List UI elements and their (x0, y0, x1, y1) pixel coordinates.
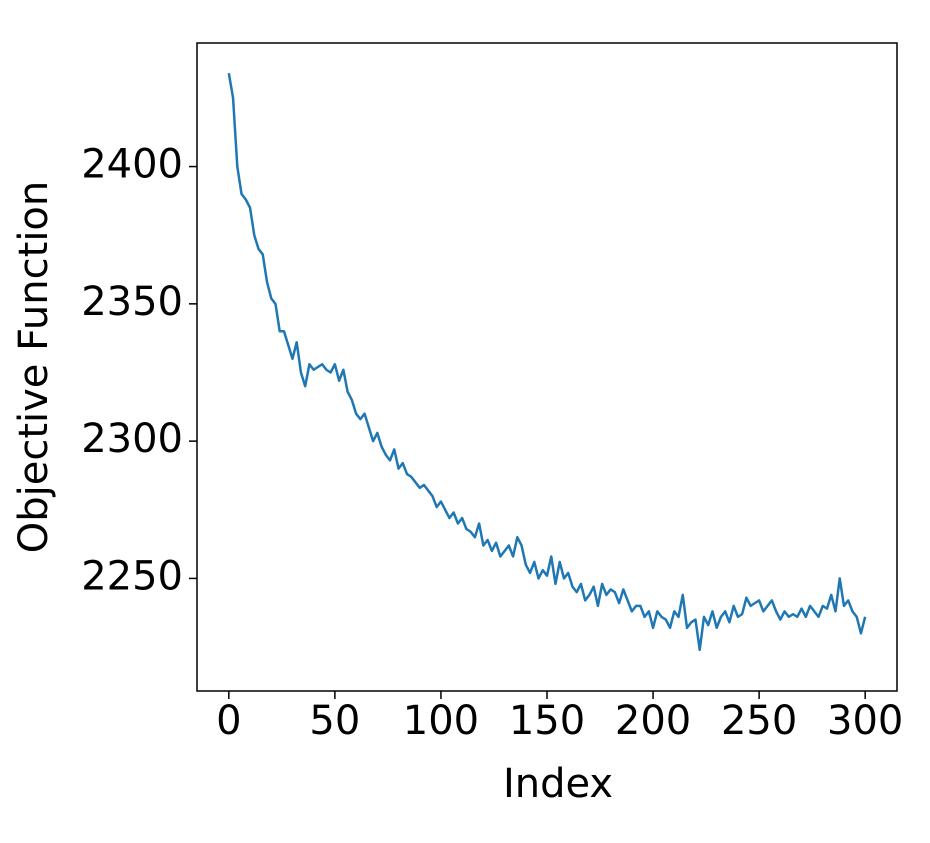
x-tick-label: 50 (309, 698, 360, 744)
plot-frame (196, 42, 898, 692)
y-tick-label: 2250 (81, 553, 183, 599)
x-axis-label: Index (503, 761, 613, 807)
data-line (227, 72, 867, 652)
y-axis-label: Objective Function (11, 181, 57, 554)
x-tick-label: 100 (403, 698, 479, 744)
x-tick-label: 200 (615, 698, 691, 744)
y-tick-label: 2300 (81, 416, 183, 462)
y-tick-label: 2400 (81, 142, 183, 188)
x-tick-label: 250 (721, 698, 797, 744)
x-tick-label: 0 (216, 698, 241, 744)
x-tick-label: 150 (509, 698, 585, 744)
y-tick-label: 2350 (81, 279, 183, 325)
x-tick-label: 300 (827, 698, 903, 744)
